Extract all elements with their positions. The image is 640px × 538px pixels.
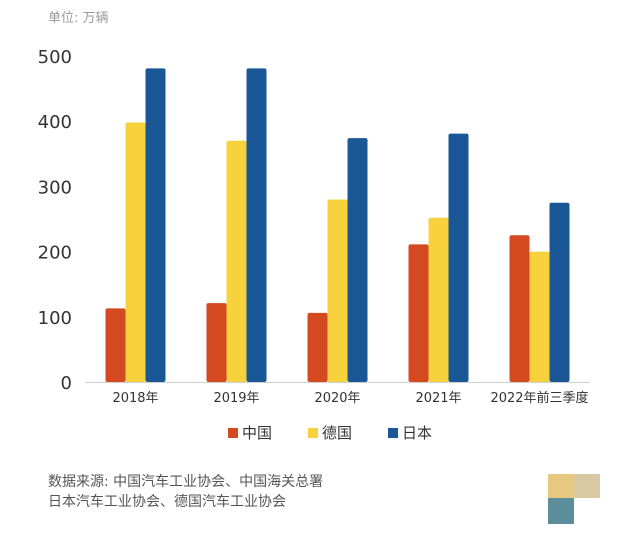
- y-tick-label: 200: [38, 243, 72, 264]
- y-tick-labels: 0 100 200 300 400 500: [38, 47, 72, 394]
- y-tick-label: 100: [38, 308, 72, 329]
- deco-square-teal: [548, 498, 574, 524]
- bar-德国-2020年: [327, 199, 348, 382]
- deco-square-gold: [548, 474, 574, 498]
- legend-label: 中国: [242, 424, 272, 442]
- bar-日本-2022年前三季度: [549, 202, 570, 382]
- x-tick-label: 2021年: [415, 391, 461, 406]
- legend-swatch: [228, 428, 238, 438]
- bar-chart: 0 100 200 300 400 500 2018年 2019年 2020年 2021年 202…: [38, 47, 590, 442]
- bar-日本-2019年: [246, 68, 267, 382]
- legend: 中国 德国 日本: [228, 424, 432, 442]
- category-labels: 2018年 2019年 2020年 2021年 2022年前三季度: [112, 390, 588, 406]
- x-tick-label: 2019年: [213, 391, 259, 406]
- legend-swatch: [388, 428, 398, 438]
- bar-中国-2022年前三季度: [509, 235, 530, 382]
- data-source-note: 数据来源: 中国汽车工业协会、中国海关总署 日本汽车工业协会、德国汽车工业协会: [48, 472, 323, 512]
- y-tick-label: 0: [61, 373, 72, 394]
- y-tick-label: 400: [38, 112, 72, 133]
- legend-label: 德国: [322, 424, 352, 442]
- bar-中国-2020年: [307, 312, 328, 382]
- x-tick-label: 2018年: [112, 391, 158, 406]
- bar-日本-2020年: [347, 138, 368, 382]
- bar-德国-2021年: [428, 217, 449, 382]
- unit-label: 单位: 万辆: [48, 11, 109, 26]
- deco-square-beige: [574, 474, 600, 498]
- x-tick-label: 2022年前三季度: [490, 390, 588, 406]
- bar-德国-2019年: [226, 140, 247, 382]
- bar-德国-2022年前三季度: [529, 251, 550, 382]
- source-line-2: 日本汽车工业协会、德国汽车工业协会: [48, 494, 286, 510]
- legend-label: 日本: [402, 424, 432, 442]
- bar-日本-2021年: [448, 133, 469, 382]
- bar-德国-2018年: [125, 122, 146, 382]
- legend-swatch: [308, 428, 318, 438]
- x-tick-label: 2020年: [314, 391, 360, 406]
- bar-中国-2018年: [105, 308, 126, 382]
- decorative-logo: [548, 474, 600, 524]
- y-tick-label: 300: [38, 177, 72, 198]
- bar-中国-2021年: [408, 244, 429, 382]
- bar-日本-2018年: [145, 68, 166, 382]
- y-tick-label: 500: [38, 47, 72, 68]
- bar-中国-2019年: [206, 303, 227, 382]
- source-line-1: 数据来源: 中国汽车工业协会、中国海关总署: [48, 474, 324, 490]
- bars: [105, 68, 570, 382]
